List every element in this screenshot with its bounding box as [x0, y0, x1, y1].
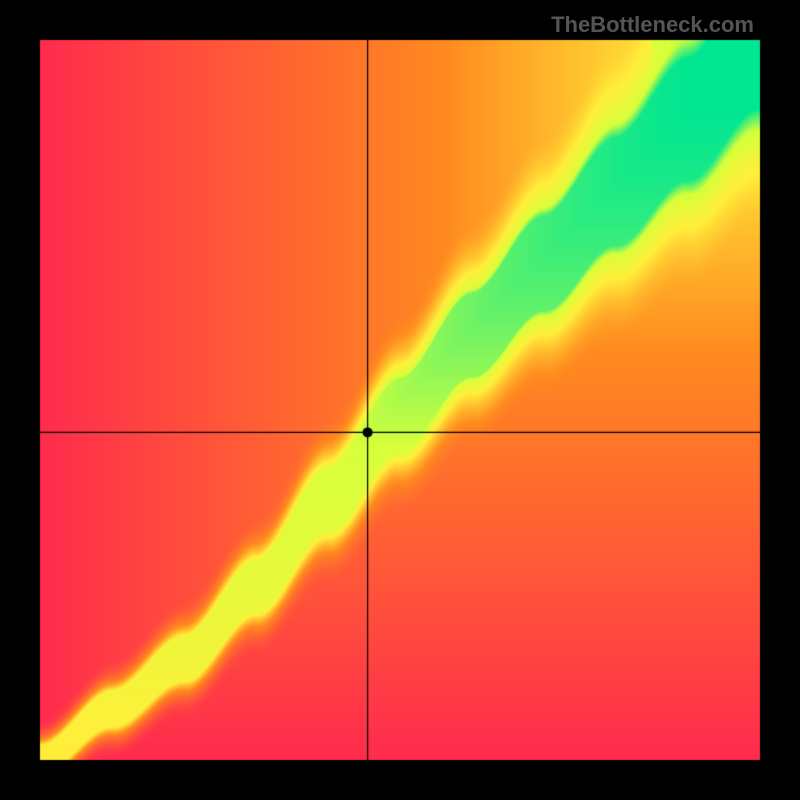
bottleneck-heatmap [0, 0, 800, 800]
watermark-text: TheBottleneck.com [551, 12, 754, 38]
